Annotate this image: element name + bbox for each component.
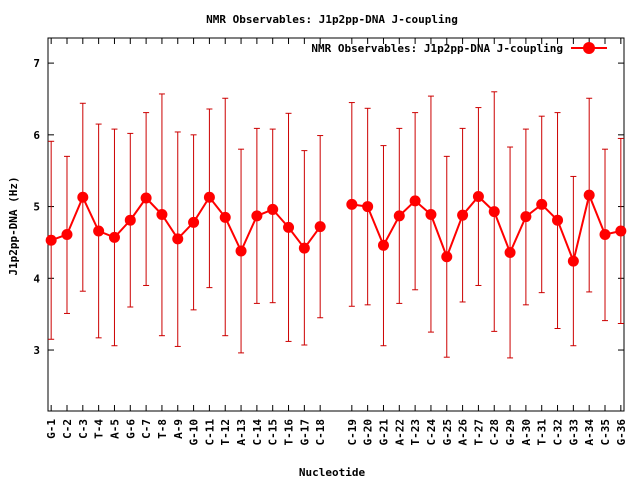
data-point [314, 221, 326, 233]
data-point [441, 251, 453, 263]
x-tick-label: T-27 [472, 419, 485, 446]
data-point [583, 189, 595, 201]
plot-frame [47, 37, 625, 412]
data-point [251, 210, 263, 222]
y-tick-label: 5 [33, 201, 40, 214]
data-point [140, 192, 152, 204]
data-point [77, 191, 89, 203]
x-tick-label: C-19 [346, 419, 359, 446]
data-point [156, 208, 168, 220]
y-tick-label: 7 [33, 57, 40, 70]
data-point [409, 195, 421, 207]
series-lines [50, 191, 622, 265]
data-point [488, 206, 500, 218]
y-axis-label: J1p2pp-DNA (Hz) [7, 176, 20, 275]
x-tick-label: T-4 [93, 419, 106, 439]
data-point [188, 216, 200, 228]
tick-labels: 3 4 5 6 7 G-1 C-2 C-3 T-4 A-5 G-6 C-7 T-8 A-9 G-10 C-11… [33, 57, 627, 445]
legend: NMR Observables: J1p2pp-DNA J-coupling [311, 42, 607, 55]
x-tick-label: T-23 [409, 419, 422, 446]
data-point [504, 246, 516, 258]
data-point [124, 214, 136, 226]
data-point [457, 209, 469, 221]
series-line [351, 191, 622, 265]
legend-marker-swatch [583, 42, 595, 54]
data-point [172, 233, 184, 245]
data-points [45, 189, 627, 267]
error-bars [48, 91, 624, 359]
x-tick-label: G-1 [45, 419, 58, 439]
x-tick-label: C-3 [77, 419, 90, 439]
x-tick-label: T-12 [219, 419, 232, 446]
x-tick-label: A-22 [393, 419, 406, 446]
x-tick-label: C-28 [488, 419, 501, 446]
data-point [615, 225, 627, 237]
data-point [362, 201, 374, 213]
data-point [377, 239, 389, 251]
data-point [599, 229, 611, 241]
x-tick-label: A-26 [457, 419, 470, 446]
x-tick-label: A-34 [583, 419, 596, 446]
data-point [93, 225, 105, 237]
data-point [298, 242, 310, 254]
x-tick-label: C-11 [203, 419, 216, 446]
data-point [536, 198, 548, 210]
x-tick-label: G-20 [362, 419, 375, 446]
chart-title: NMR Observables: J1p2pp-DNA J-coupling [206, 13, 458, 26]
data-point [235, 245, 247, 257]
data-point [520, 211, 532, 223]
data-point [567, 255, 579, 267]
x-tick-label: C-35 [599, 419, 612, 446]
data-point [45, 234, 57, 246]
y-tick-label: 6 [33, 129, 40, 142]
y-tick-label: 4 [33, 272, 40, 285]
series-line [50, 194, 322, 254]
x-tick-label: A-13 [235, 419, 248, 446]
x-tick-label: T-16 [283, 419, 296, 446]
data-point [425, 208, 437, 220]
x-tick-label: A-30 [520, 419, 533, 446]
data-point [393, 210, 405, 222]
x-tick-label: A-5 [108, 419, 121, 439]
data-point [346, 198, 358, 210]
data-point [219, 211, 231, 223]
x-tick-label: C-18 [314, 419, 327, 446]
x-tick-label: T-31 [536, 419, 549, 446]
data-point [472, 191, 484, 203]
x-tick-label: T-8 [156, 419, 169, 439]
x-tick-label: G-36 [615, 419, 628, 446]
x-tick-label: C-14 [251, 419, 264, 446]
data-point [108, 231, 120, 243]
x-tick-label: G-29 [504, 419, 517, 446]
data-point [552, 214, 564, 226]
x-tick-label: A-9 [172, 419, 185, 439]
y-tick-label: 3 [33, 344, 40, 357]
data-point [61, 229, 73, 241]
legend-label: NMR Observables: J1p2pp-DNA J-coupling [311, 42, 563, 55]
x-tick-label: G-10 [188, 419, 201, 446]
x-tick-label: G-6 [124, 419, 137, 439]
data-point [203, 191, 215, 203]
x-axis-label: Nucleotide [299, 466, 366, 479]
x-tick-label: G-17 [298, 419, 311, 446]
data-point [283, 221, 295, 233]
x-tick-label: G-21 [377, 419, 390, 446]
x-tick-label: C-24 [425, 419, 438, 446]
x-tick-label: G-33 [567, 419, 580, 446]
x-tick-label: C-7 [140, 419, 153, 439]
data-point [267, 203, 279, 215]
axes [47, 37, 625, 412]
x-tick-label: G-25 [441, 419, 454, 446]
x-tick-label: C-2 [61, 419, 74, 439]
x-tick-label: C-32 [552, 419, 565, 446]
x-tick-label: C-15 [267, 419, 280, 446]
